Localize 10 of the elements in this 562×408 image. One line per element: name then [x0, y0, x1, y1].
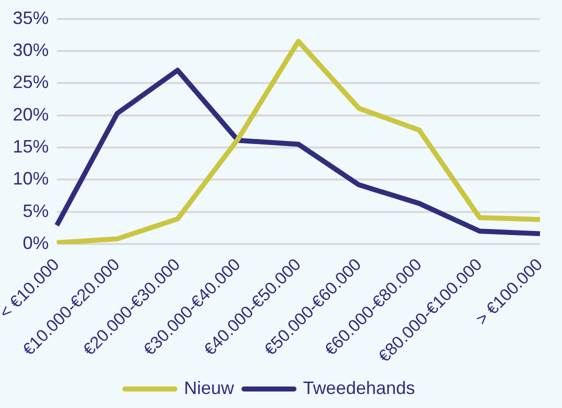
y-tick-label: 5%	[22, 200, 49, 221]
legend-label: Nieuw	[184, 378, 235, 398]
y-tick-label: 15%	[12, 136, 49, 156]
y-tick-label: 0%	[22, 232, 49, 253]
y-tick-label: 10%	[12, 168, 49, 189]
y-tick-label: 25%	[12, 72, 49, 92]
y-tick-label: 20%	[12, 104, 49, 124]
legend-label: Tweedehands	[302, 378, 416, 398]
y-tick-label: 30%	[12, 40, 49, 60]
y-tick-label: 35%	[12, 8, 49, 28]
